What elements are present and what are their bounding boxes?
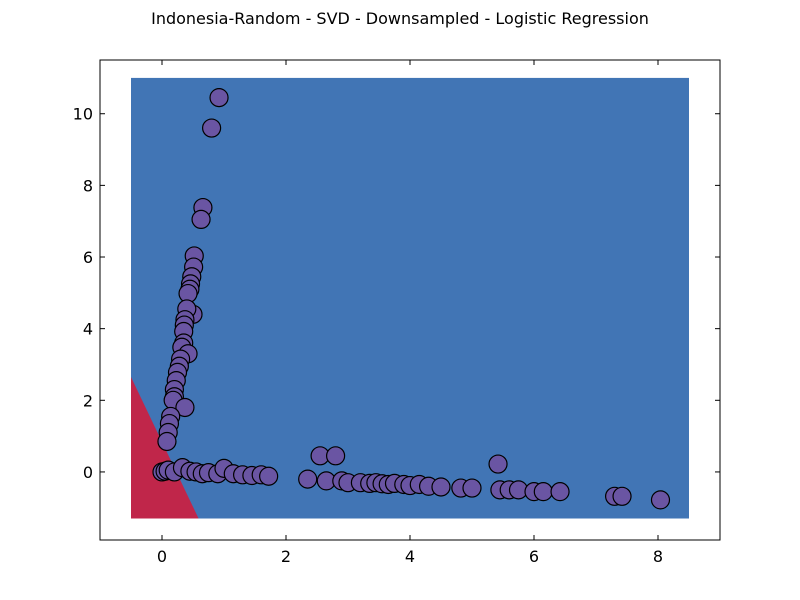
axis-ticks: 0 2 4 6 8 0 2 4 6 8 10 [73, 60, 720, 566]
x-tick-label: 4 [405, 547, 415, 566]
chart-title: Indonesia-Random - SVD - Downsampled - L… [151, 9, 649, 28]
region-class-0 [131, 377, 199, 519]
y-tick-label: 8 [83, 176, 93, 195]
data-point [175, 397, 195, 418]
data-point [431, 477, 451, 497]
y-tick-label: 10 [73, 105, 93, 124]
x-tick-label: 8 [653, 547, 663, 566]
data-point [462, 478, 482, 498]
data-point [157, 431, 177, 452]
x-tick-label: 0 [157, 547, 167, 566]
data-point [191, 209, 211, 230]
decision-regions [131, 77, 689, 519]
x-tick-label: 6 [529, 547, 539, 566]
data-point [326, 446, 346, 466]
y-tick-label: 0 [83, 463, 93, 482]
data-points [152, 88, 671, 510]
data-point [488, 454, 508, 474]
y-tick-label: 2 [83, 391, 93, 410]
region-class-1 [131, 77, 689, 519]
data-point [550, 482, 570, 502]
y-tick-label: 4 [83, 320, 93, 339]
data-point [202, 118, 222, 138]
data-point [209, 88, 229, 108]
data-point [612, 486, 632, 506]
data-point [298, 469, 318, 489]
x-tick-label: 2 [281, 547, 291, 566]
data-point [650, 490, 671, 510]
y-tick-label: 6 [83, 248, 93, 267]
data-point [259, 466, 279, 486]
data-point [533, 482, 553, 502]
